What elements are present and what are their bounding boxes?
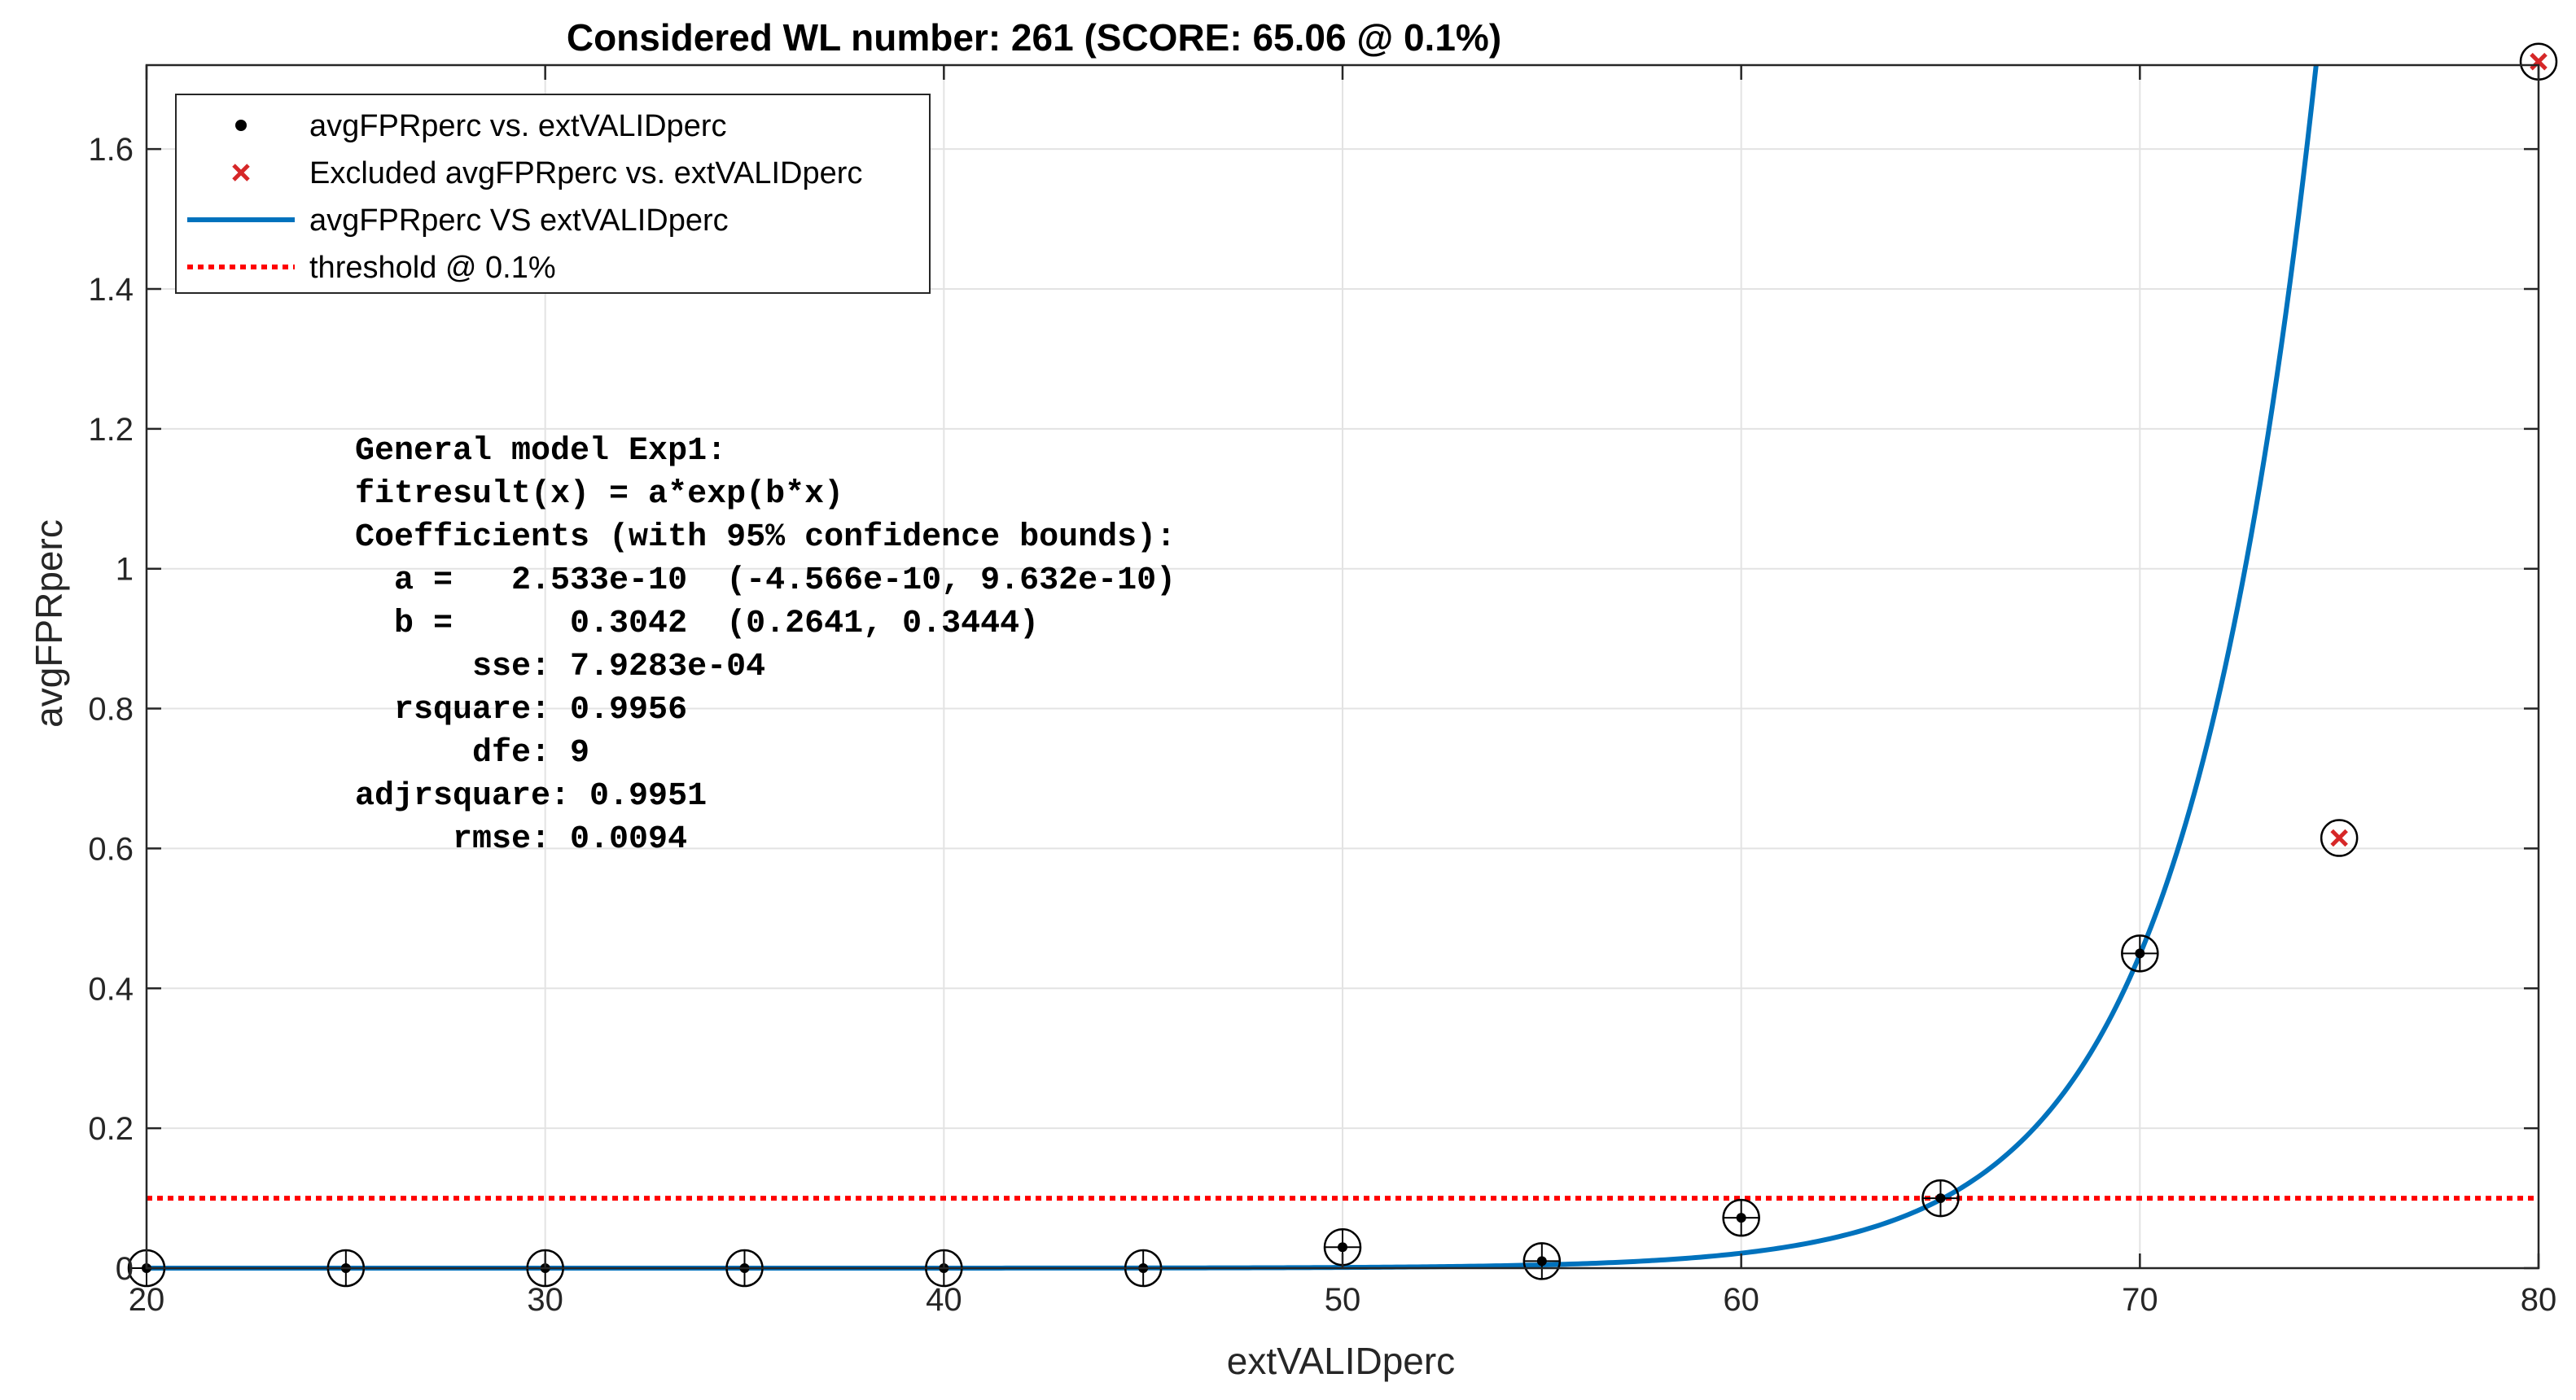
legend-label: threshold @ 0.1% bbox=[309, 251, 556, 285]
y-tick-label: 0.4 bbox=[88, 971, 134, 1007]
x-axis-label: extVALIDperc bbox=[1227, 1340, 1455, 1382]
annotation-line: adjrsquare: 0.9951 bbox=[355, 778, 707, 815]
y-tick-label: 1.2 bbox=[88, 412, 134, 448]
annotation-line: rsquare: 0.9956 bbox=[355, 692, 687, 728]
fit-annotation: General model Exp1: fitresult(x) = a*exp(… bbox=[355, 433, 1176, 858]
point-dot bbox=[1736, 1213, 1746, 1223]
legend-box bbox=[175, 94, 931, 294]
legend-entry: threshold @ 0.1% bbox=[187, 251, 556, 285]
y-tick-label: 1.4 bbox=[88, 272, 134, 308]
legend-label: avgFPRperc vs. extVALIDperc bbox=[309, 109, 726, 143]
excluded-circle bbox=[2320, 819, 2359, 857]
data-point bbox=[1722, 1198, 1760, 1237]
excluded-point bbox=[2320, 819, 2359, 857]
annotation-line: sse: 7.9283e-04 bbox=[355, 649, 765, 685]
legend-entry: Excluded avgFPRperc vs. extVALIDperc bbox=[232, 156, 862, 190]
ticks: 20 30 40 50 60 70 80 0 0.2 0.4 0.6 0.8 1 1.2 1.4 1.6 bbox=[88, 65, 2556, 1318]
legend-label: Excluded avgFPRperc vs. extVALIDperc bbox=[309, 156, 862, 190]
excluded-x-mark bbox=[2530, 52, 2548, 71]
x-tick-label: 50 bbox=[1325, 1282, 1361, 1318]
annotation-line: a = 2.533e-10 (-4.566e-10, 9.632e-10) bbox=[355, 562, 1176, 599]
x-tick-label: 80 bbox=[2521, 1282, 2557, 1318]
x-tick-label: 70 bbox=[2122, 1282, 2158, 1318]
y-tick-label: 1 bbox=[116, 552, 134, 588]
chart-title: Considered WL number: 261 (SCORE: 65.06 … bbox=[567, 16, 1501, 59]
legend-label: avgFPRperc VS extVALIDperc bbox=[309, 203, 729, 238]
annotation-line: General model Exp1: bbox=[355, 433, 726, 470]
y-tick-label: 0 bbox=[116, 1251, 134, 1287]
x-tick-label: 60 bbox=[1723, 1282, 1759, 1318]
x-tick-label: 30 bbox=[527, 1282, 563, 1318]
point-dot bbox=[1935, 1193, 1946, 1204]
data-point bbox=[1921, 1179, 1960, 1218]
legend-x-marker bbox=[232, 164, 250, 182]
data-point bbox=[2121, 934, 2159, 973]
annotation-line: rmse: 0.0094 bbox=[355, 821, 687, 858]
point-dot bbox=[1536, 1256, 1547, 1267]
legend-entry: avgFPRperc vs. extVALIDperc bbox=[235, 109, 726, 143]
legend-entry: avgFPRperc VS extVALIDperc bbox=[187, 203, 729, 238]
legend: avgFPRperc vs. extVALIDperc Excluded avgF… bbox=[175, 94, 931, 294]
annotation-line: dfe: 9 bbox=[355, 735, 589, 772]
point-dot bbox=[2135, 948, 2145, 959]
excluded-x-mark bbox=[2330, 829, 2348, 847]
y-tick-label: 0.2 bbox=[88, 1111, 134, 1147]
y-axis-label: avgFPRperc bbox=[28, 519, 70, 728]
x-tick-label: 20 bbox=[129, 1282, 165, 1318]
excluded-point bbox=[2519, 42, 2558, 81]
y-tick-label: 0.8 bbox=[88, 692, 134, 728]
point-dot bbox=[1338, 1242, 1347, 1253]
y-tick-label: 1.6 bbox=[88, 132, 134, 168]
annotation-line: b = 0.3042 (0.2641, 0.3444) bbox=[355, 606, 1039, 642]
y-tick-label: 0.6 bbox=[88, 831, 134, 867]
legend-dot-marker bbox=[235, 120, 247, 131]
data-point bbox=[1522, 1242, 1562, 1280]
x-tick-label: 40 bbox=[926, 1282, 962, 1318]
annotation-line: fitresult(x) = a*exp(b*x) bbox=[355, 476, 843, 513]
annotation-line: Coefficients (with 95% confidence bounds… bbox=[355, 519, 1176, 556]
